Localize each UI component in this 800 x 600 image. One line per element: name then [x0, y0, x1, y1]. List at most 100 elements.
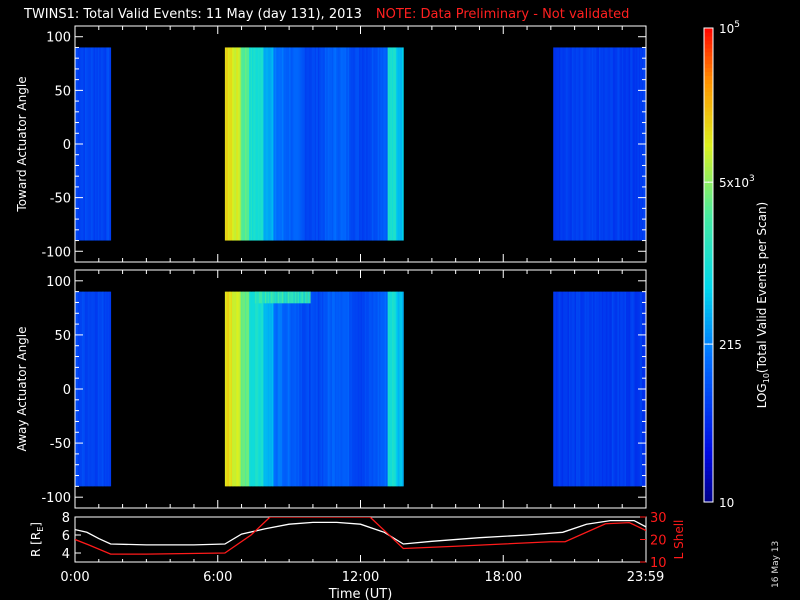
- colorbar-segment: [704, 407, 713, 412]
- colorbar-segment: [704, 486, 713, 491]
- colorbar-tick-label: 215: [719, 338, 742, 352]
- toward-column: [601, 47, 604, 241]
- orbit-ylabel-right: L Shell: [672, 520, 686, 560]
- colorbar-segment: [704, 415, 713, 420]
- away-column: [262, 291, 264, 487]
- away-column: [350, 291, 353, 487]
- away-column: [557, 291, 560, 487]
- toward-column: [383, 47, 386, 241]
- toward-column: [628, 47, 631, 241]
- toward-ytick-label: -100: [41, 245, 71, 260]
- away-column: [400, 291, 403, 487]
- away-column: [376, 291, 379, 487]
- toward-column: [399, 47, 401, 241]
- title-note: NOTE: Data Preliminary - Not validated: [375, 7, 630, 22]
- colorbar-segment: [704, 249, 713, 254]
- toward-column: [607, 47, 610, 241]
- toward-column: [396, 47, 399, 241]
- orbit-xtick-label: 12:00: [342, 570, 379, 585]
- away-column-top-band: [254, 291, 257, 304]
- away-column-top-band: [270, 291, 273, 304]
- away-column: [634, 291, 637, 487]
- colorbar-segment: [704, 328, 713, 333]
- colorbar-segment: [704, 209, 713, 215]
- toward-column: [376, 47, 379, 241]
- away-column: [380, 291, 383, 487]
- toward-column: [269, 47, 271, 241]
- colorbar-segment: [704, 83, 713, 88]
- colorbar-label: LOG10(Total Valid Events per Scan): [755, 202, 771, 409]
- toward-column: [343, 47, 346, 241]
- toward-column: [294, 47, 297, 241]
- colorbar-segment: [704, 47, 713, 53]
- toward-column: [321, 47, 324, 241]
- toward-column: [361, 47, 364, 241]
- colorbar-segment: [704, 482, 713, 487]
- toward-column: [290, 47, 293, 241]
- colorbar-segment: [704, 276, 713, 282]
- l-shell-line: [75, 517, 646, 555]
- away-column: [336, 291, 339, 487]
- colorbar-segment: [704, 498, 713, 503]
- away-spectrogram: [75, 291, 647, 487]
- away-column: [390, 291, 393, 487]
- colorbar-segment: [704, 229, 713, 234]
- away-column: [601, 291, 604, 487]
- away-column-top-band: [281, 291, 284, 304]
- away-column: [277, 291, 280, 487]
- toward-column: [387, 47, 390, 241]
- away-column: [96, 291, 99, 487]
- colorbar-segment: [704, 241, 713, 246]
- toward-column: [277, 47, 280, 241]
- away-column: [320, 291, 323, 487]
- toward-column: [591, 47, 594, 241]
- toward-column: [249, 47, 251, 241]
- toward-column: [627, 47, 630, 241]
- away-ytick-label: 0: [63, 383, 71, 398]
- toward-column: [554, 47, 557, 241]
- colorbar-segment: [704, 442, 713, 448]
- toward-column: [234, 47, 237, 241]
- colorbar-segment: [704, 110, 713, 116]
- away-column: [600, 291, 603, 487]
- colorbar-segment: [704, 75, 713, 80]
- colorbar-segment: [704, 35, 713, 41]
- away-column: [563, 291, 566, 487]
- toward-column: [353, 47, 356, 241]
- colorbar-segment: [704, 217, 713, 223]
- toward-column: [230, 47, 233, 241]
- away-column: [363, 291, 366, 487]
- toward-column: [380, 47, 383, 241]
- toward-column: [264, 47, 267, 241]
- toward-data-block: [224, 47, 404, 241]
- toward-column: [306, 47, 309, 241]
- toward-column: [393, 47, 396, 241]
- toward-column: [280, 47, 283, 241]
- away-column: [230, 291, 233, 487]
- colorbar-segment: [704, 312, 713, 317]
- away-column: [313, 291, 316, 487]
- toward-column: [563, 47, 566, 241]
- away-column: [294, 291, 297, 487]
- toward-column: [359, 47, 361, 241]
- toward-column: [254, 47, 257, 241]
- away-column: [623, 291, 625, 487]
- toward-column: [600, 47, 603, 241]
- colorbar-segment: [704, 126, 713, 132]
- toward-column: [329, 47, 331, 241]
- colorbar-segment: [704, 383, 713, 389]
- orbit-ytick-left-label: 8: [62, 511, 70, 526]
- away-column: [99, 291, 102, 487]
- away-column: [236, 291, 239, 487]
- toward-column: [226, 47, 229, 241]
- toward-column: [598, 47, 601, 241]
- away-column: [610, 291, 613, 487]
- away-column: [281, 291, 284, 487]
- toward-column: [274, 47, 277, 241]
- colorbar-tick-label: 5x103: [719, 174, 755, 190]
- colorbar-segment: [704, 268, 713, 274]
- colorbar-segment: [704, 379, 713, 385]
- away-column-top-band: [259, 291, 261, 304]
- toward-column: [611, 47, 614, 241]
- orbit-xtick-label: 23:59: [627, 570, 664, 585]
